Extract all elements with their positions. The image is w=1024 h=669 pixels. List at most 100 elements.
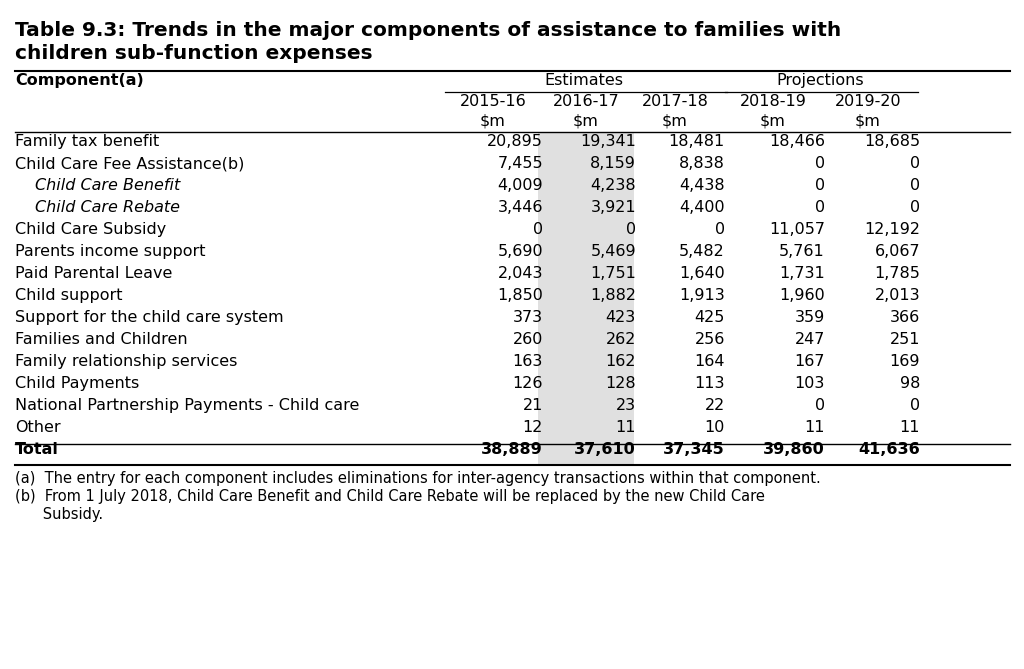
Text: 247: 247 [795,332,825,347]
Text: 1,640: 1,640 [679,266,725,281]
Text: Projections: Projections [776,73,864,88]
Text: 103: 103 [795,376,825,391]
Bar [538,132,634,464]
Text: 22: 22 [705,398,725,413]
Text: Family relationship services: Family relationship services [15,354,238,369]
Text: 0: 0 [815,178,825,193]
Text: Other: Other [15,420,60,435]
Text: 0: 0 [815,398,825,413]
Text: Child Care Benefit: Child Care Benefit [35,178,180,193]
Text: 260: 260 [513,332,543,347]
Text: 11: 11 [805,420,825,435]
Text: 2017-18: 2017-18 [642,94,709,109]
Text: Subsidy.: Subsidy. [15,507,103,522]
Text: Child Care Subsidy: Child Care Subsidy [15,222,166,237]
Text: 98: 98 [900,376,920,391]
Text: 1,731: 1,731 [779,266,825,281]
Text: 37,345: 37,345 [664,442,725,457]
Text: Family tax benefit: Family tax benefit [15,134,160,149]
Text: 0: 0 [815,156,825,171]
Text: Child Care Rebate: Child Care Rebate [35,200,180,215]
Text: $m: $m [663,113,688,128]
Text: (b)  From 1 July 2018, Child Care Benefit and Child Care Rebate will be replaced: (b) From 1 July 2018, Child Care Benefit… [15,489,765,504]
Text: 3,446: 3,446 [498,200,543,215]
Text: 1,913: 1,913 [679,288,725,303]
Text: Child Payments: Child Payments [15,376,139,391]
Text: Component(a): Component(a) [15,73,143,88]
Text: $m: $m [480,113,506,128]
Text: (a)  The entry for each component includes eliminations for inter-agency transac: (a) The entry for each component include… [15,471,821,486]
Text: National Partnership Payments - Child care: National Partnership Payments - Child ca… [15,398,359,413]
Text: 1,850: 1,850 [497,288,543,303]
Text: 4,009: 4,009 [498,178,543,193]
Text: 11: 11 [615,420,636,435]
Text: 169: 169 [890,354,920,369]
Text: 0: 0 [910,398,920,413]
Text: 4,400: 4,400 [679,200,725,215]
Text: 11: 11 [899,420,920,435]
Text: 10: 10 [705,420,725,435]
Text: 262: 262 [605,332,636,347]
Text: 162: 162 [605,354,636,369]
Text: 5,690: 5,690 [498,244,543,259]
Text: 0: 0 [815,200,825,215]
Text: 41,636: 41,636 [858,442,920,457]
Text: 21: 21 [522,398,543,413]
Text: 251: 251 [890,332,920,347]
Text: 18,481: 18,481 [669,134,725,149]
Text: Child support: Child support [15,288,123,303]
Text: 1,785: 1,785 [874,266,920,281]
Text: 0: 0 [910,156,920,171]
Text: 1,751: 1,751 [590,266,636,281]
Text: Families and Children: Families and Children [15,332,187,347]
Text: 38,889: 38,889 [481,442,543,457]
Text: 359: 359 [795,310,825,325]
Text: 2015-16: 2015-16 [460,94,526,109]
Text: 423: 423 [606,310,636,325]
Text: 12,192: 12,192 [864,222,920,237]
Text: 167: 167 [795,354,825,369]
Text: 1,882: 1,882 [590,288,636,303]
Text: 39,860: 39,860 [763,442,825,457]
Text: 20,895: 20,895 [487,134,543,149]
Text: 37,610: 37,610 [574,442,636,457]
Text: Support for the child care system: Support for the child care system [15,310,284,325]
Text: 19,341: 19,341 [581,134,636,149]
Text: 23: 23 [615,398,636,413]
Text: Child Care Fee Assistance(b): Child Care Fee Assistance(b) [15,156,245,171]
Text: $m: $m [855,113,881,128]
Text: 8,159: 8,159 [590,156,636,171]
Text: $m: $m [760,113,786,128]
Text: 0: 0 [910,178,920,193]
Text: Total: Total [15,442,58,457]
Text: 256: 256 [694,332,725,347]
Text: 18,685: 18,685 [864,134,920,149]
Text: 164: 164 [694,354,725,369]
Text: 2,013: 2,013 [874,288,920,303]
Text: 6,067: 6,067 [874,244,920,259]
Text: 5,469: 5,469 [591,244,636,259]
Text: 2019-20: 2019-20 [835,94,901,109]
Text: 4,238: 4,238 [591,178,636,193]
Text: 8,838: 8,838 [679,156,725,171]
Text: 5,482: 5,482 [679,244,725,259]
Text: 1,960: 1,960 [779,288,825,303]
Text: 0: 0 [626,222,636,237]
Text: 2018-19: 2018-19 [739,94,807,109]
Text: 7,455: 7,455 [498,156,543,171]
Text: Parents income support: Parents income support [15,244,206,259]
Text: Table 9.3: Trends in the major components of assistance to families with: Table 9.3: Trends in the major component… [15,21,842,40]
Text: 2016-17: 2016-17 [553,94,620,109]
Text: 366: 366 [890,310,920,325]
Text: 12: 12 [522,420,543,435]
Text: 11,057: 11,057 [769,222,825,237]
Text: $m: $m [573,113,599,128]
Text: 3,921: 3,921 [591,200,636,215]
Text: 0: 0 [532,222,543,237]
Text: 128: 128 [605,376,636,391]
Text: 2,043: 2,043 [498,266,543,281]
Text: children sub-function expenses: children sub-function expenses [15,44,373,63]
Text: 18,466: 18,466 [769,134,825,149]
Text: 0: 0 [715,222,725,237]
Text: 0: 0 [910,200,920,215]
